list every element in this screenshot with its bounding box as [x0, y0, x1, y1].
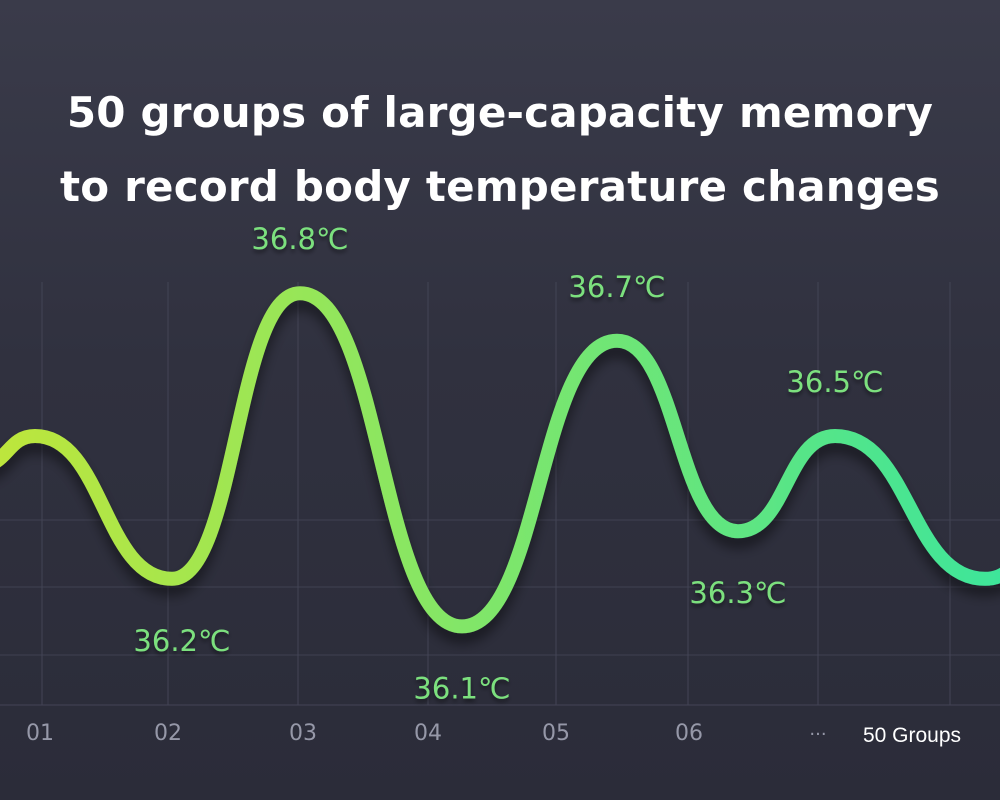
data-label-2: 36.2℃: [133, 624, 230, 658]
title-line-2: to record body temperature changes: [59, 162, 940, 211]
x-tick-6: 06: [675, 721, 703, 746]
series-group: [0, 286, 1000, 634]
x-axis-ticks: 01 02 03 04 05 06 ··· 50 Groups: [26, 721, 961, 747]
title-line-1: 50 groups of large-capacity memory: [66, 88, 934, 137]
x-tick-7: ···: [809, 724, 826, 745]
x-tick-3: 03: [289, 721, 317, 746]
x-tick-4: 04: [414, 721, 442, 746]
data-label-7: 36.5℃: [786, 365, 883, 399]
x-tick-1: 01: [26, 721, 54, 746]
x-tick-2: 02: [154, 721, 182, 746]
temperature-series-line: [0, 286, 1000, 634]
data-label-5: 36.7℃: [568, 270, 665, 304]
x-tick-5: 05: [542, 721, 570, 746]
data-label-3: 36.8℃: [251, 222, 348, 256]
grid-lines: [0, 282, 1000, 706]
x-tick-8: 50 Groups: [863, 724, 961, 747]
data-labels: 36.2℃ 36.8℃ 36.1℃ 36.7℃ 36.3℃ 36.5℃: [133, 222, 883, 705]
chart-title: 50 groups of large-capacity memory to re…: [0, 76, 1000, 224]
data-label-6: 36.3℃: [689, 576, 786, 610]
data-label-4: 36.1℃: [413, 671, 510, 705]
